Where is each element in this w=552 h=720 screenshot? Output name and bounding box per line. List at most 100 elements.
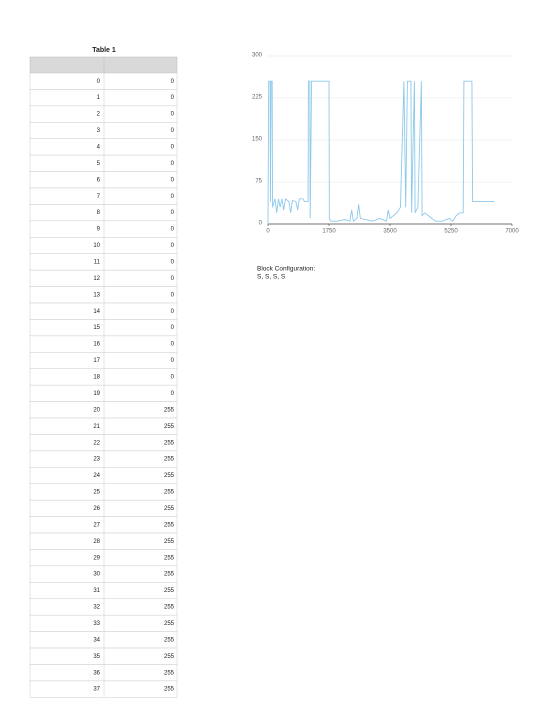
row-value: 255 [164, 621, 175, 627]
table-row [29, 549, 178, 567]
row-value: 255 [164, 522, 175, 528]
row-index: 12 [93, 276, 100, 282]
row-value: 0 [171, 358, 175, 364]
row-value: 0 [171, 309, 175, 315]
table-row [29, 401, 178, 419]
row-index: 37 [93, 687, 100, 693]
row-index: 31 [93, 588, 100, 594]
row-index: 10 [93, 243, 100, 249]
table-row [29, 598, 178, 616]
row-value: 0 [171, 325, 175, 331]
row-value: 0 [171, 227, 175, 233]
row-value: 255 [164, 407, 175, 413]
table-header [29, 56, 178, 74]
row-value: 255 [164, 670, 175, 676]
table-row [29, 122, 178, 139]
row-index: 25 [93, 490, 100, 496]
row-value: 0 [171, 95, 175, 101]
table-row [29, 516, 178, 534]
table-row [29, 434, 178, 452]
table-row [29, 417, 178, 435]
row-index: 22 [93, 440, 100, 446]
row-index: 7 [97, 194, 101, 200]
x-tick-label: 1750 [322, 229, 336, 235]
table-row [29, 335, 178, 353]
x-tick-label: 3500 [383, 229, 397, 235]
row-index: 6 [97, 177, 101, 183]
row-value: 255 [164, 424, 175, 430]
row-value: 0 [171, 292, 175, 298]
x-tick-label: 0 [266, 229, 270, 235]
row-value: 255 [164, 637, 175, 643]
row-value: 255 [164, 687, 175, 693]
y-tick-label: 150 [252, 137, 263, 143]
y-tick-label: 0 [259, 221, 263, 227]
table-row [29, 286, 178, 304]
row-index: 32 [93, 605, 100, 611]
row-index: 9 [97, 227, 101, 233]
row-index: 11 [94, 260, 101, 266]
row-index: 0 [97, 79, 101, 85]
row-index: 26 [93, 506, 100, 512]
row-value: 0 [171, 194, 175, 200]
row-value: 0 [171, 128, 175, 134]
table-row [29, 171, 178, 189]
row-value: 255 [164, 440, 175, 446]
table-row [29, 368, 178, 386]
row-index: 18 [93, 375, 100, 381]
table-row [29, 631, 178, 649]
row-value: 0 [171, 210, 175, 216]
table-row [29, 220, 178, 238]
row-index: 24 [93, 473, 100, 479]
table-row [29, 680, 178, 698]
row-value: 255 [164, 457, 175, 463]
row-index: 13 [93, 292, 100, 298]
row-index: 15 [93, 325, 100, 331]
y-tick-label: 75 [255, 179, 262, 185]
row-value: 255 [164, 490, 175, 496]
row-value: 255 [164, 588, 175, 594]
row-index: 29 [93, 555, 100, 561]
row-index: 17 [93, 358, 100, 364]
row-index: 16 [93, 342, 100, 348]
table-row [29, 204, 178, 222]
row-index: 34 [93, 637, 100, 643]
table-row [29, 154, 178, 172]
table-row [29, 352, 178, 369]
row-value: 255 [164, 539, 175, 545]
table-row [29, 384, 178, 402]
row-value: 0 [171, 145, 175, 151]
row-value: 0 [171, 112, 175, 118]
table-row [29, 237, 178, 254]
row-value: 0 [171, 342, 175, 348]
row-index: 4 [97, 145, 101, 151]
row-index: 14 [93, 309, 100, 315]
data-line [267, 80, 495, 225]
row-value: 255 [164, 654, 175, 660]
x-tick-label: 7000 [505, 229, 519, 235]
row-index: 36 [93, 670, 100, 676]
row-value: 0 [171, 79, 175, 85]
row-index: 3 [97, 128, 101, 134]
y-tick-label: 300 [252, 53, 263, 59]
table-title: Table 1 [92, 47, 116, 54]
table-row [29, 302, 178, 320]
table-row [29, 138, 178, 156]
table-row [29, 269, 178, 287]
table-row [29, 499, 178, 517]
row-index: 20 [93, 407, 100, 413]
row-index: 28 [93, 539, 100, 545]
note-label: Block Configuration: [257, 266, 315, 273]
row-index: 19 [93, 391, 100, 397]
table-row [29, 187, 178, 205]
table-row [29, 467, 178, 485]
y-tick-label: 225 [252, 95, 263, 101]
row-value: 0 [171, 391, 175, 397]
row-index: 23 [93, 457, 100, 463]
row-index: 33 [93, 621, 100, 627]
row-value: 0 [171, 177, 175, 183]
row-index: 5 [97, 161, 101, 167]
row-index: 2 [97, 112, 101, 118]
row-value: 0 [171, 375, 175, 381]
